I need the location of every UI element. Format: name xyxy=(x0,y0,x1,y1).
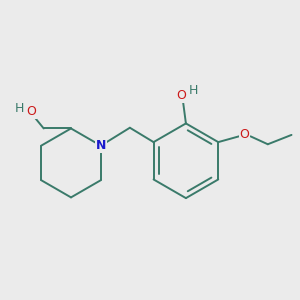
Text: O: O xyxy=(177,89,187,102)
Text: O: O xyxy=(239,128,249,141)
Text: O: O xyxy=(27,105,36,119)
Text: H: H xyxy=(188,84,198,97)
Text: N: N xyxy=(96,139,106,152)
Text: H: H xyxy=(15,102,24,115)
